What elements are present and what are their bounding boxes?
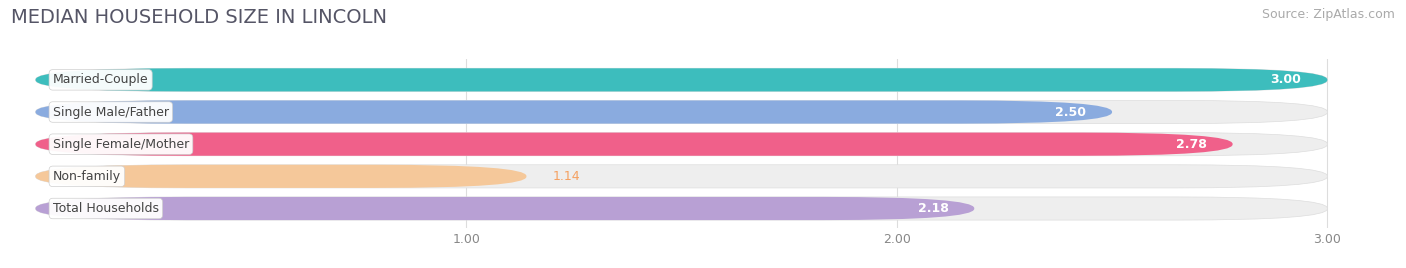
- FancyBboxPatch shape: [35, 197, 974, 220]
- FancyBboxPatch shape: [35, 68, 1327, 91]
- FancyBboxPatch shape: [35, 133, 1233, 156]
- Text: Married-Couple: Married-Couple: [53, 73, 149, 86]
- Text: Total Households: Total Households: [53, 202, 159, 215]
- FancyBboxPatch shape: [35, 68, 1327, 91]
- FancyBboxPatch shape: [35, 100, 1327, 124]
- Text: 2.18: 2.18: [918, 202, 949, 215]
- FancyBboxPatch shape: [35, 197, 1327, 220]
- Text: 3.00: 3.00: [1271, 73, 1302, 86]
- Text: Source: ZipAtlas.com: Source: ZipAtlas.com: [1261, 8, 1395, 21]
- FancyBboxPatch shape: [35, 133, 1327, 156]
- Text: 2.50: 2.50: [1056, 106, 1087, 118]
- Text: 2.78: 2.78: [1175, 138, 1206, 151]
- Text: Single Male/Father: Single Male/Father: [53, 106, 169, 118]
- Text: Single Female/Mother: Single Female/Mother: [53, 138, 188, 151]
- FancyBboxPatch shape: [35, 165, 1327, 188]
- Text: Non-family: Non-family: [53, 170, 121, 183]
- Text: MEDIAN HOUSEHOLD SIZE IN LINCOLN: MEDIAN HOUSEHOLD SIZE IN LINCOLN: [11, 8, 387, 27]
- Text: 1.14: 1.14: [553, 170, 579, 183]
- FancyBboxPatch shape: [35, 100, 1112, 124]
- FancyBboxPatch shape: [35, 165, 526, 188]
